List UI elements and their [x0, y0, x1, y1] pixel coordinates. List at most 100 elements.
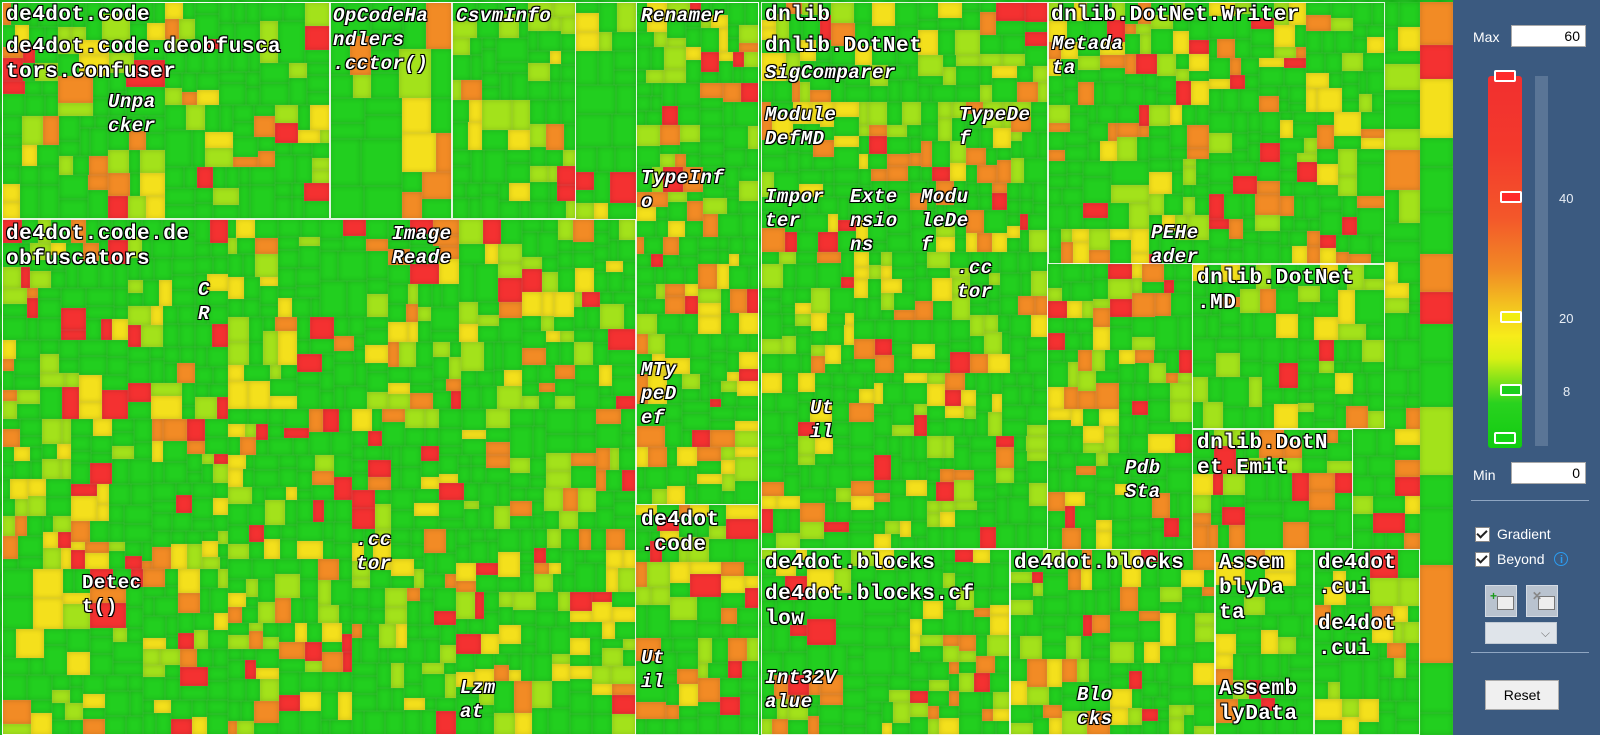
treemap-cell[interactable] [522, 257, 542, 269]
treemap-cell[interactable] [593, 329, 608, 343]
treemap-cell[interactable] [452, 183, 466, 198]
treemap-cell[interactable] [647, 21, 667, 32]
treemap-cell[interactable] [616, 396, 636, 409]
treemap-cell[interactable] [548, 166, 557, 182]
treemap-cell[interactable] [20, 419, 42, 436]
treemap-cell[interactable] [667, 2, 690, 20]
treemap-cell[interactable] [421, 477, 439, 489]
treemap-cell[interactable] [245, 424, 256, 437]
treemap-cell[interactable] [520, 201, 530, 219]
treemap-cell[interactable] [719, 61, 733, 83]
treemap-cell[interactable] [459, 244, 485, 264]
treemap-cell[interactable] [698, 303, 721, 316]
treemap-cell[interactable] [510, 488, 526, 501]
treemap-cell[interactable] [391, 489, 414, 510]
treemap-cell[interactable] [418, 321, 431, 342]
treemap-cell[interactable] [451, 391, 461, 409]
treemap-cell[interactable] [735, 407, 759, 421]
treemap-cell[interactable] [600, 304, 624, 329]
treemap-cell[interactable] [388, 219, 410, 240]
treemap-cell[interactable] [205, 437, 228, 454]
treemap-cell[interactable] [623, 261, 636, 277]
treemap-cell[interactable] [734, 102, 759, 126]
treemap-cell[interactable] [1083, 409, 1099, 426]
treemap-cell[interactable] [371, 2, 403, 31]
treemap-cell[interactable] [1119, 435, 1129, 453]
treemap-cell[interactable] [482, 49, 496, 73]
treemap-cell[interactable] [202, 541, 218, 557]
treemap-cell[interactable] [254, 116, 275, 137]
treemap-cell[interactable] [499, 14, 519, 38]
treemap-cell[interactable] [546, 124, 564, 150]
treemap-cell[interactable] [739, 313, 759, 334]
treemap-cell[interactable] [1133, 383, 1148, 401]
treemap-cell[interactable] [1068, 362, 1078, 387]
treemap-cell[interactable] [128, 219, 142, 237]
treemap-cell[interactable] [278, 288, 296, 298]
treemap-cell[interactable] [305, 50, 330, 63]
treemap-cell[interactable] [593, 343, 608, 365]
treemap-cell[interactable] [679, 256, 698, 267]
treemap-cell[interactable] [249, 342, 263, 365]
treemap-cell[interactable] [533, 426, 546, 458]
treemap-cell[interactable] [2, 499, 15, 516]
treemap-cell[interactable] [1151, 518, 1164, 529]
treemap-cell[interactable] [2, 429, 20, 447]
treemap-cell[interactable] [187, 454, 202, 472]
treemap-cell[interactable] [2, 94, 25, 116]
treemap-cell[interactable] [1420, 475, 1453, 508]
treemap-cell[interactable] [739, 43, 759, 52]
treemap-cell[interactable] [1132, 293, 1155, 317]
treemap-cell[interactable] [485, 244, 498, 264]
treemap-cell[interactable] [439, 455, 458, 474]
treemap-cell[interactable] [313, 500, 324, 522]
treemap-cell[interactable] [30, 271, 51, 288]
treemap-cell[interactable] [187, 419, 205, 441]
treemap-cell[interactable] [477, 371, 494, 386]
treemap-cell[interactable] [703, 186, 725, 198]
treemap-cell[interactable] [667, 388, 682, 404]
treemap-cell[interactable] [1420, 362, 1453, 407]
treemap-cell[interactable] [323, 409, 339, 432]
treemap-cell[interactable] [249, 47, 260, 72]
treemap-cell[interactable] [711, 2, 728, 15]
treemap-cell[interactable] [1404, 533, 1420, 549]
treemap-cell[interactable] [298, 105, 310, 130]
treemap-cell[interactable] [636, 146, 660, 167]
treemap-cell[interactable] [741, 83, 759, 102]
treemap-cell[interactable] [433, 342, 450, 357]
treemap-cell[interactable] [260, 2, 283, 21]
treemap-cell[interactable] [1062, 264, 1083, 282]
treemap-cell[interactable] [165, 88, 182, 105]
treemap-cell[interactable] [361, 139, 402, 186]
treemap-cell[interactable] [57, 444, 71, 459]
treemap-cell[interactable] [402, 98, 431, 133]
treemap-cell[interactable] [324, 500, 335, 522]
treemap-cell[interactable] [469, 198, 481, 219]
treemap-cell[interactable] [131, 484, 152, 505]
treemap-cell[interactable] [165, 51, 186, 73]
treemap-cell[interactable] [1396, 340, 1420, 370]
treemap-cell[interactable] [1151, 529, 1164, 549]
treemap-cell[interactable] [107, 357, 128, 375]
treemap-cell[interactable] [528, 63, 550, 81]
treemap-cell[interactable] [2, 81, 25, 94]
treemap-cell[interactable] [721, 460, 735, 474]
treemap-cell[interactable] [1420, 2, 1453, 45]
treemap-cell[interactable] [733, 67, 742, 83]
treemap-cell[interactable] [665, 284, 685, 296]
treemap-cell[interactable] [213, 515, 228, 531]
treemap-cell[interactable] [686, 20, 701, 28]
treemap-cell[interactable] [636, 284, 656, 299]
treemap-cell[interactable] [677, 447, 697, 466]
treemap-cell[interactable] [213, 205, 239, 219]
treemap-cell[interactable] [375, 490, 391, 504]
treemap-cell[interactable] [576, 51, 598, 85]
treemap-cell[interactable] [1048, 409, 1071, 420]
treemap-cell[interactable] [83, 243, 99, 261]
treemap-cell[interactable] [213, 464, 228, 483]
treemap-cell[interactable] [18, 536, 43, 557]
treemap-cell[interactable] [698, 289, 721, 303]
treemap-cell[interactable] [59, 141, 80, 156]
treemap-cell[interactable] [1048, 333, 1065, 350]
